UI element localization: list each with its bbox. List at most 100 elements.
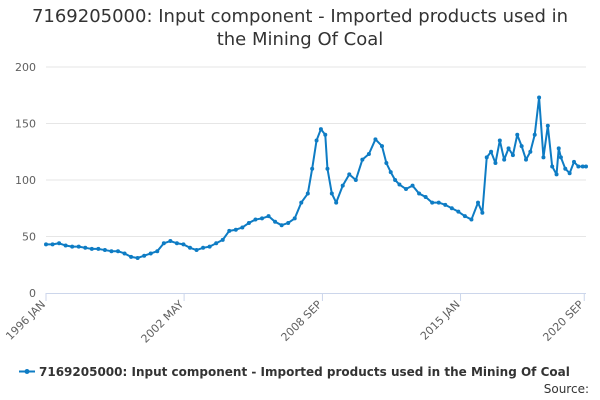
data-point[interactable] xyxy=(246,220,251,225)
data-point[interactable] xyxy=(510,153,515,158)
legend[interactable]: 7169205000: Input component - Imported p… xyxy=(19,365,570,379)
data-point[interactable] xyxy=(129,254,134,259)
data-point[interactable] xyxy=(323,132,328,137)
data-point[interactable] xyxy=(584,164,588,169)
data-point[interactable] xyxy=(436,200,441,205)
data-point[interactable] xyxy=(96,246,101,251)
data-point[interactable] xyxy=(240,225,245,230)
data-point[interactable] xyxy=(410,183,415,188)
data-point[interactable] xyxy=(497,138,502,143)
data-point[interactable] xyxy=(489,149,494,154)
data-point[interactable] xyxy=(63,243,68,248)
data-point[interactable] xyxy=(502,157,507,162)
legend-label: 7169205000: Input component - Imported p… xyxy=(39,365,570,379)
data-point[interactable] xyxy=(310,166,315,171)
data-point[interactable] xyxy=(207,244,212,249)
data-point[interactable] xyxy=(155,249,160,254)
data-point[interactable] xyxy=(214,241,219,246)
data-point[interactable] xyxy=(50,242,55,247)
data-point[interactable] xyxy=(462,214,467,219)
data-point[interactable] xyxy=(194,248,199,253)
data-point[interactable] xyxy=(347,172,352,177)
data-point[interactable] xyxy=(70,244,75,249)
data-point[interactable] xyxy=(554,172,559,177)
data-point[interactable] xyxy=(563,166,568,171)
data-point[interactable] xyxy=(286,220,291,225)
data-point[interactable] xyxy=(142,253,147,258)
data-point[interactable] xyxy=(325,166,330,171)
data-point[interactable] xyxy=(524,157,528,162)
data-point[interactable] xyxy=(135,255,140,260)
data-point[interactable] xyxy=(318,127,323,132)
data-point[interactable] xyxy=(168,239,173,244)
data-point[interactable] xyxy=(541,155,546,160)
data-point[interactable] xyxy=(456,209,461,214)
data-point[interactable] xyxy=(299,200,304,205)
data-point[interactable] xyxy=(83,245,88,250)
data-point[interactable] xyxy=(550,164,555,169)
data-point[interactable] xyxy=(44,242,48,247)
data-point[interactable] xyxy=(340,183,345,188)
data-point[interactable] xyxy=(528,149,533,154)
data-point[interactable] xyxy=(102,248,107,253)
data-point[interactable] xyxy=(449,206,454,211)
data-point[interactable] xyxy=(273,219,278,224)
data-point[interactable] xyxy=(227,228,232,233)
data-point[interactable] xyxy=(161,241,166,246)
data-point[interactable] xyxy=(580,164,585,169)
data-point[interactable] xyxy=(253,217,258,222)
data-point[interactable] xyxy=(576,164,581,169)
data-point[interactable] xyxy=(373,137,378,142)
data-point[interactable] xyxy=(233,227,238,232)
data-point[interactable] xyxy=(181,242,186,247)
data-point[interactable] xyxy=(174,241,179,246)
data-point[interactable] xyxy=(532,132,537,137)
data-point[interactable] xyxy=(366,152,371,157)
data-point[interactable] xyxy=(292,216,297,221)
data-point[interactable] xyxy=(443,202,448,207)
data-point[interactable] xyxy=(430,200,435,205)
data-point[interactable] xyxy=(188,245,192,250)
data-point[interactable] xyxy=(388,170,393,175)
data-point[interactable] xyxy=(148,251,153,256)
data-point[interactable] xyxy=(360,157,365,162)
data-point[interactable] xyxy=(220,237,225,242)
data-point[interactable] xyxy=(393,178,398,182)
data-point[interactable] xyxy=(380,144,384,149)
data-point[interactable] xyxy=(329,191,334,196)
data-point[interactable] xyxy=(493,161,498,166)
data-point[interactable] xyxy=(122,251,127,256)
data-point[interactable] xyxy=(201,245,206,250)
data-point[interactable] xyxy=(537,95,542,100)
data-point[interactable] xyxy=(556,146,561,151)
data-point[interactable] xyxy=(404,187,408,192)
data-point[interactable] xyxy=(76,244,81,249)
data-point[interactable] xyxy=(545,123,550,128)
data-point[interactable] xyxy=(476,200,480,205)
data-point[interactable] xyxy=(572,159,576,164)
data-point[interactable] xyxy=(469,217,474,222)
data-point[interactable] xyxy=(519,144,524,149)
data-point[interactable] xyxy=(314,138,319,143)
data-point[interactable] xyxy=(480,210,485,215)
data-point[interactable] xyxy=(558,155,563,160)
data-point[interactable] xyxy=(109,249,114,254)
grid-lines xyxy=(46,66,586,237)
data-point[interactable] xyxy=(506,146,511,151)
data-point[interactable] xyxy=(353,178,358,182)
data-point[interactable] xyxy=(484,155,489,160)
data-point[interactable] xyxy=(334,200,339,205)
data-point[interactable] xyxy=(89,246,94,251)
data-point[interactable] xyxy=(417,191,422,196)
data-point[interactable] xyxy=(515,132,520,137)
data-point[interactable] xyxy=(397,182,402,187)
data-point[interactable] xyxy=(384,161,389,166)
data-point[interactable] xyxy=(423,194,428,199)
data-point[interactable] xyxy=(266,214,271,219)
data-point[interactable] xyxy=(567,171,572,176)
data-point[interactable] xyxy=(57,241,62,246)
data-point[interactable] xyxy=(305,191,310,196)
data-point[interactable] xyxy=(260,216,264,221)
data-point[interactable] xyxy=(279,223,284,228)
data-point[interactable] xyxy=(116,249,120,254)
